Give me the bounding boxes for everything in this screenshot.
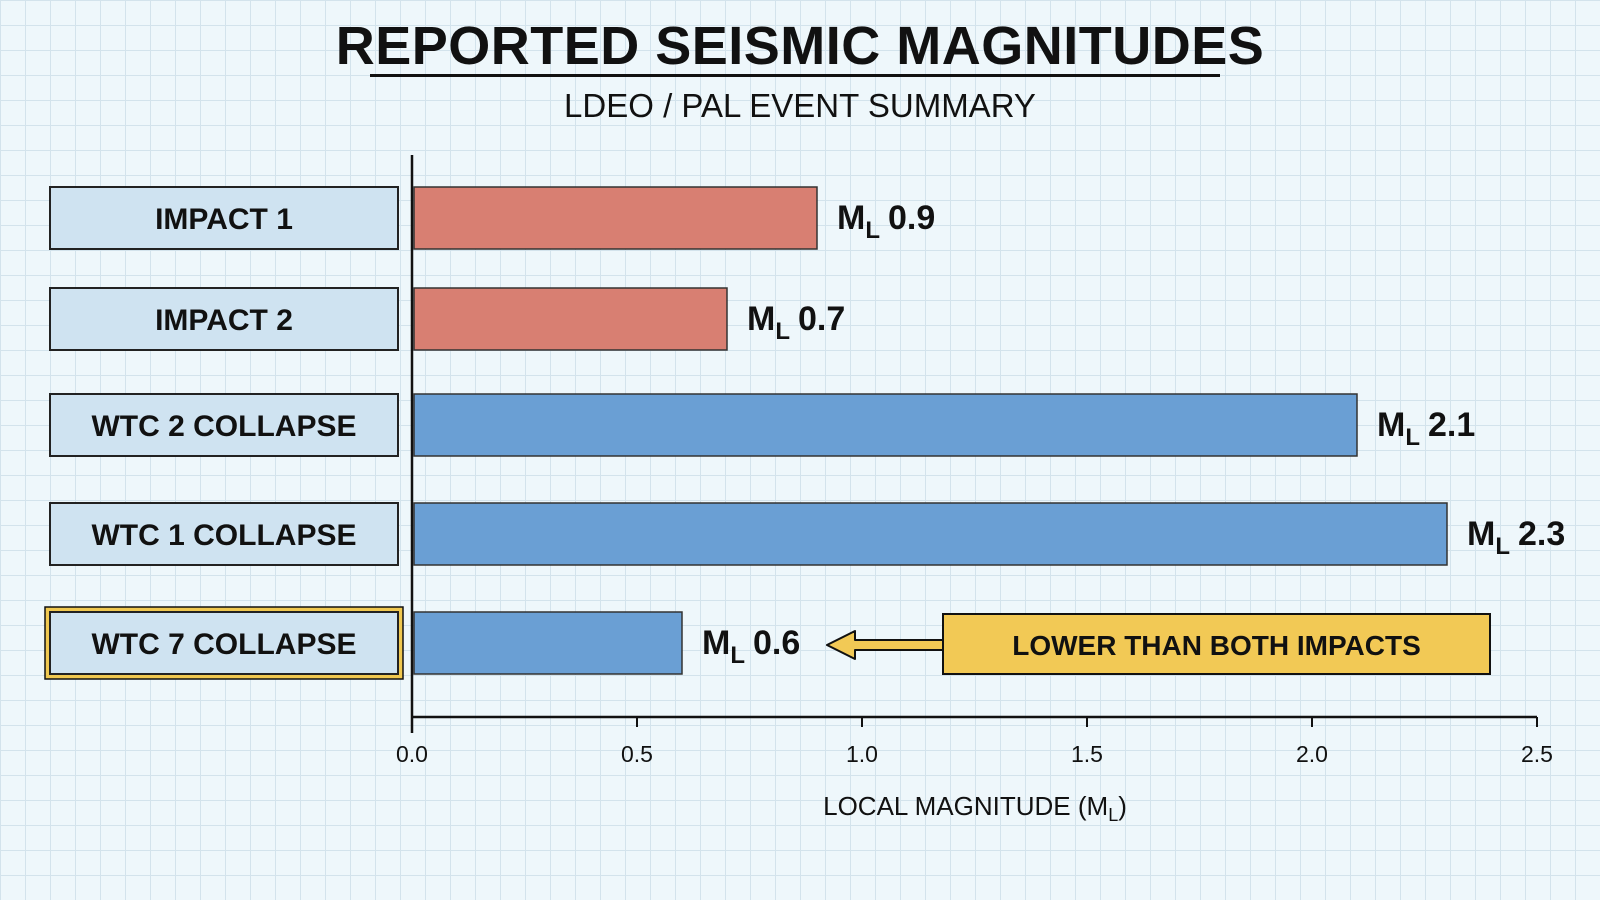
bar: [413, 502, 1448, 566]
category-label: WTC 2 COLLAPSE: [91, 410, 356, 443]
category-label: IMPACT 1: [155, 203, 293, 236]
category-label: WTC 1 COLLAPSE: [91, 519, 356, 552]
x-tick-label: 0.0: [396, 741, 428, 767]
annotation-text: LOWER THAN BOTH IMPACTS: [1012, 630, 1421, 661]
category-label-box: [49, 393, 399, 457]
chart-subtitle: LDEO / PAL EVENT SUMMARY: [564, 87, 1036, 124]
value-label: ML 0.9: [837, 199, 935, 244]
category-label: IMPACT 2: [155, 304, 293, 337]
x-tick-label: 2.0: [1296, 741, 1328, 767]
bar: [413, 186, 818, 250]
x-tick-label: 1.0: [846, 741, 878, 767]
category-label-box: [49, 502, 399, 566]
x-tick-label: 1.5: [1071, 741, 1103, 767]
value-label: ML 0.7: [747, 300, 845, 345]
bar: [413, 393, 1358, 457]
category-label-box: [49, 611, 399, 675]
value-label: ML 0.6: [702, 624, 800, 669]
bar: [413, 611, 683, 675]
category-label-box: [49, 186, 399, 250]
title-underline: [370, 74, 1220, 77]
chart-title: REPORTED SEISMIC MAGNITUDES: [335, 16, 1265, 76]
bar: [413, 287, 728, 351]
category-label: WTC 7 COLLAPSE: [91, 628, 356, 661]
annotation-arrow: [826, 630, 944, 660]
category-label-box: [49, 287, 399, 351]
x-tick-label: 2.5: [1521, 741, 1553, 767]
annotation-box: [942, 613, 1491, 675]
x-tick-label: 0.5: [621, 741, 653, 767]
value-label: ML 2.3: [1467, 515, 1565, 560]
value-label: ML 2.1: [1377, 406, 1475, 451]
x-axis-label: LOCAL MAGNITUDE (ML): [823, 791, 1127, 825]
